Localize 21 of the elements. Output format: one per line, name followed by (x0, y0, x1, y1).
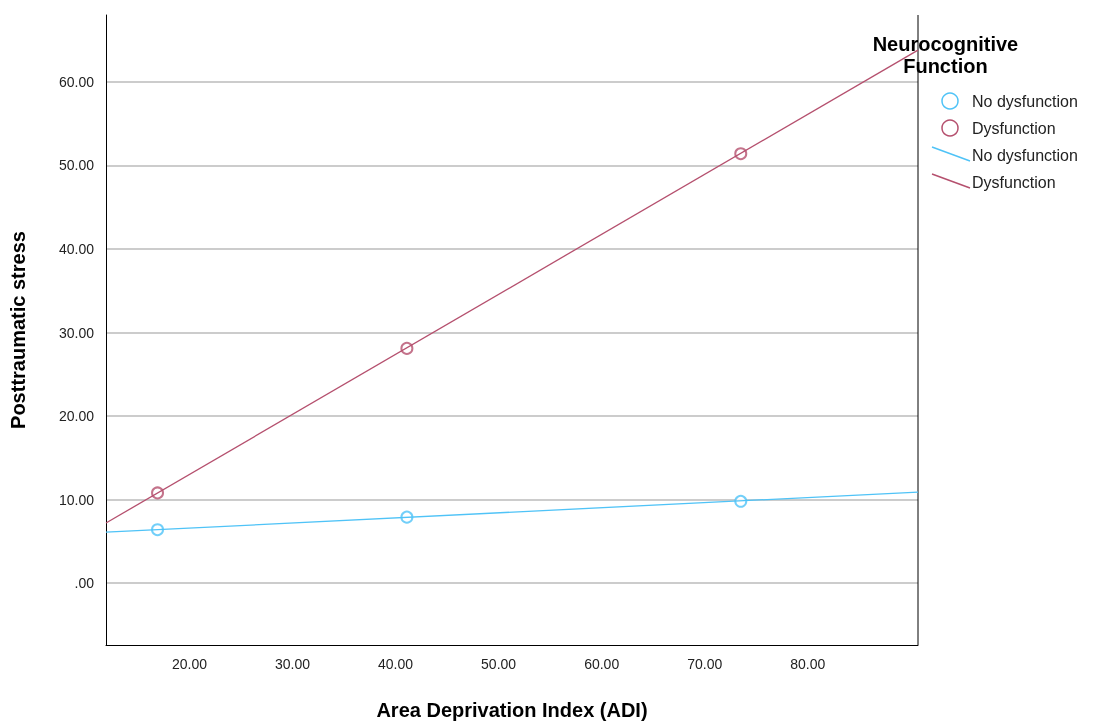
y-axis-title: Posttraumatic stress (7, 231, 29, 429)
x-tick-label: 40.00 (378, 656, 414, 672)
legend-label: Dysfunction (972, 119, 1056, 137)
y-tick-label: 20.00 (58, 408, 95, 425)
legend-label: No dysfunction (972, 146, 1078, 164)
x-tick-label: 30.00 (274, 656, 311, 672)
x-tick-label: 80.00 (790, 656, 826, 672)
legend-label: No dysfunction (972, 92, 1078, 110)
x-tick-label: 20.00 (171, 656, 208, 672)
x-axis-title: Area Deprivation Index (ADI) (376, 699, 648, 721)
legend-label: Dysfunction (972, 173, 1056, 191)
y-tick-label: .00 (74, 575, 95, 592)
y-tick-label: 40.00 (58, 240, 95, 257)
x-tick-label: 50.00 (481, 656, 517, 672)
y-tick-label: 10.00 (58, 491, 95, 508)
x-tick-label: 60.00 (584, 656, 620, 672)
y-tick-label: 60.00 (58, 73, 95, 90)
y-tick-label: 30.00 (58, 324, 95, 341)
x-tick-label: 70.00 (687, 656, 723, 672)
y-tick-label: 50.00 (58, 157, 95, 174)
legend-title: Neurocognitive Function (872, 33, 1019, 77)
